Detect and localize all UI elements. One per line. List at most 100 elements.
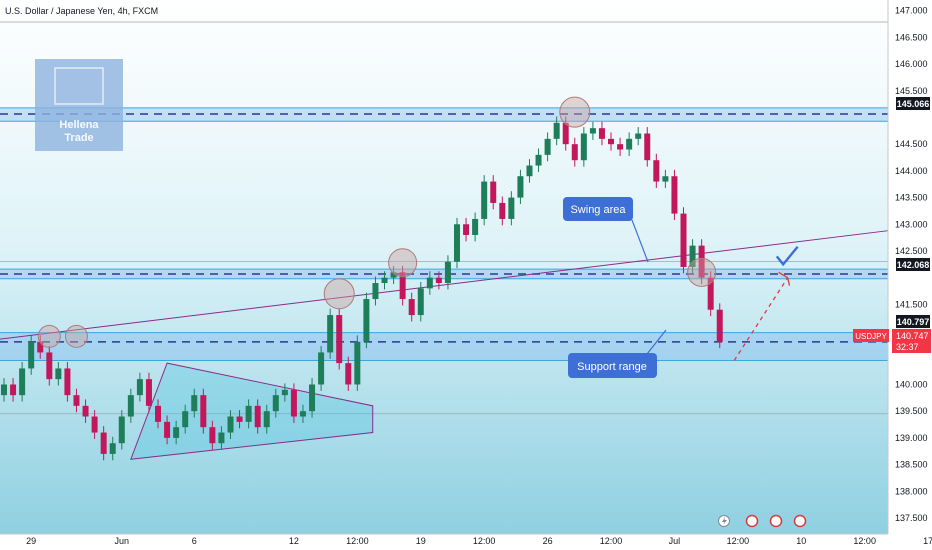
y-tick-label: 140.000 (895, 379, 928, 389)
price-axis (888, 0, 932, 550)
chart-title: U.S. Dollar / Japanese Yen, 4h, FXCM (5, 6, 158, 16)
y-axis-ticks: 147.000 146.500 146.000 145.500 144.500 144.0… (895, 6, 928, 523)
candle-body (37, 341, 44, 353)
candle-body (100, 432, 107, 454)
support-range-label: Support range (577, 361, 647, 373)
logo-line1: Hellena (59, 119, 99, 131)
marker-layer (37, 96, 717, 348)
candle-body (490, 181, 497, 203)
candle-body (327, 315, 334, 353)
candle-body (707, 277, 714, 310)
candle-body (73, 395, 80, 406)
support-range-annotation: Support range (568, 329, 667, 378)
y-tick-label: 146.000 (895, 59, 928, 69)
svg-text:142.068: 142.068 (897, 260, 930, 270)
y-tick-label: 144.500 (895, 139, 928, 149)
candle-body (236, 416, 243, 422)
candle-body (145, 379, 152, 406)
y-tick-label: 142.500 (895, 246, 928, 256)
candle-body (109, 443, 116, 454)
plot-background (0, 0, 888, 534)
candle-body (91, 416, 98, 433)
candle-body (191, 395, 198, 412)
candle-body (426, 277, 433, 289)
candle-body (662, 176, 669, 182)
touch-marker (559, 96, 591, 128)
candle-body (535, 154, 542, 166)
symbol-badge[interactable]: USDJPY 140.747 32:37 (853, 329, 931, 353)
candle-body (454, 224, 460, 262)
candle-body (19, 368, 26, 396)
candle-layer (1, 116, 723, 461)
candle-body (417, 288, 424, 316)
x-tick-label: 12:00 (853, 536, 876, 546)
candle-body (399, 272, 406, 300)
candle-body (562, 122, 569, 145)
candle-body (245, 405, 252, 422)
price-label-upper: 145.066 (896, 97, 930, 110)
candle-body (55, 368, 62, 380)
x-tick-label: 12 (289, 536, 299, 546)
candle-body (626, 138, 633, 150)
candle-body (10, 384, 17, 396)
us-flag-icon (769, 514, 783, 528)
y-tick-label: 138.000 (895, 486, 928, 496)
candle-body (435, 277, 442, 284)
x-axis-ticks: 29 Jun 6 12 12:00 19 12:00 26 12:00 Jul 12:00 10 12:… (26, 536, 932, 546)
candle-body (1, 384, 7, 396)
candle-body (517, 176, 524, 198)
time-axis (0, 534, 888, 550)
logo-chart-icon (54, 67, 104, 105)
candle-body (608, 138, 615, 145)
candle-body (336, 315, 343, 364)
candle-body (671, 176, 678, 214)
symbol-badge-countdown: 32:37 (896, 342, 919, 352)
candle-body (363, 299, 370, 342)
x-tick-label: Jun (115, 536, 130, 546)
swing-area-label: Swing area (570, 204, 626, 216)
candle-body (716, 309, 723, 342)
candle-body (254, 405, 261, 428)
candle-body (318, 352, 325, 385)
candle-body (200, 395, 207, 428)
candle-body (499, 202, 506, 219)
triangle-pattern (130, 362, 374, 460)
trendline (0, 230, 889, 340)
candle-body (463, 224, 470, 235)
x-tick-label: 6 (192, 536, 197, 546)
x-tick-label: 26 (543, 536, 553, 546)
candle-body (155, 405, 162, 422)
candle-body (272, 395, 279, 412)
candle-body (598, 128, 605, 139)
price-label-lower: 140.797 (896, 315, 930, 328)
zone-layer (0, 107, 888, 415)
x-tick-label: 12:00 (727, 536, 750, 546)
candle-body (381, 277, 388, 284)
svg-text:140.797: 140.797 (897, 317, 930, 327)
touch-marker (64, 324, 88, 348)
zone-1 (0, 269, 888, 279)
candle-body (698, 245, 705, 278)
logo-line2: Trade (64, 132, 93, 144)
candle-body (290, 389, 297, 417)
y-tick-label: 147.000 (895, 6, 928, 16)
candle-body (309, 384, 316, 412)
candle-body (589, 128, 596, 134)
symbol-badge-price: 140.747 (896, 331, 929, 341)
candle-body (571, 144, 578, 161)
event-icons (718, 514, 807, 528)
y-tick-label: 139.500 (895, 406, 928, 416)
projection-arrowhead (778, 271, 791, 286)
swing-area-annotation: Swing area (563, 197, 649, 263)
candle-body (617, 144, 624, 150)
svg-text:145.066: 145.066 (897, 99, 930, 109)
projection-line (733, 277, 789, 361)
candle-body (635, 133, 642, 139)
candle-body (481, 181, 488, 219)
candle-body (64, 368, 71, 396)
candle-body (580, 133, 587, 161)
x-tick-label: 12:00 (600, 536, 623, 546)
candle-body (218, 432, 225, 444)
y-tick-label: 137.500 (895, 513, 928, 523)
